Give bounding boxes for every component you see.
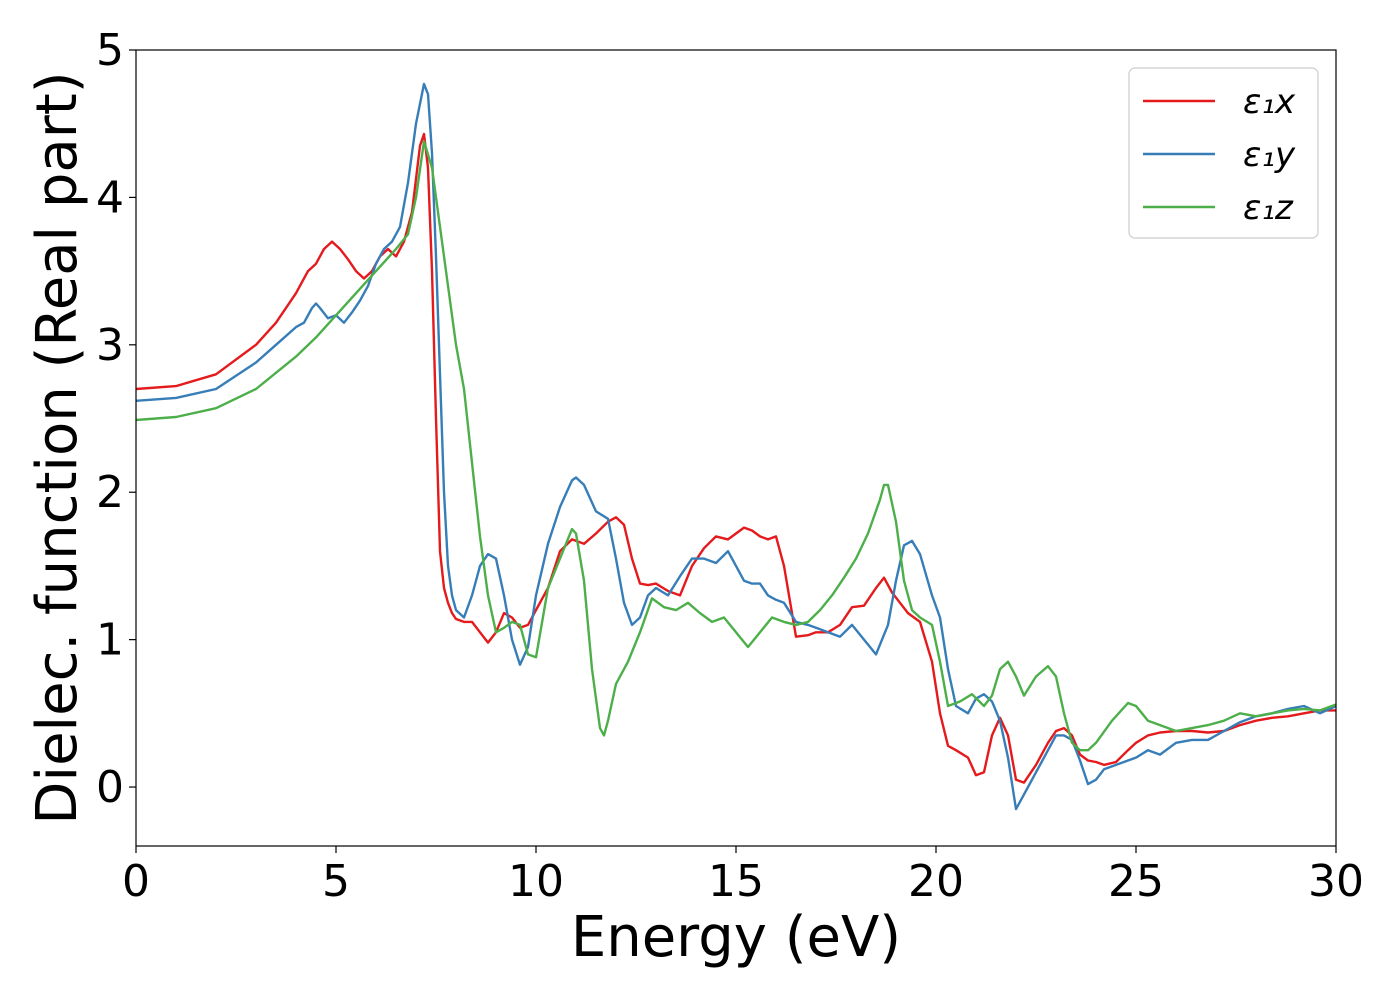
x-axis-title: Energy (eV) (571, 905, 901, 970)
x-tick-label: 20 (908, 856, 964, 907)
x-axis-ticks: 0 5 10 15 20 25 30 (122, 846, 1364, 907)
series-line-2 (136, 82, 1336, 811)
legend-label: ε₁z (1243, 188, 1294, 228)
y-axis-title: Dielec. function (Real part) (25, 71, 90, 824)
y-tick-label: 1 (96, 615, 124, 666)
y-tick-label: 5 (96, 25, 124, 76)
legend: ε₁x ε₁y ε₁z (1128, 67, 1319, 239)
x-tick-label: 10 (508, 856, 564, 907)
x-tick-label: 0 (122, 856, 150, 907)
y-tick-label: 0 (96, 762, 124, 813)
x-tick-label: 5 (322, 856, 350, 907)
legend-label: ε₁y (1243, 135, 1296, 175)
y-axis-ticks: 0 1 2 3 4 5 (96, 25, 136, 813)
x-tick-label: 15 (708, 856, 764, 907)
series-line-3 (136, 140, 1336, 752)
y-tick-label: 3 (96, 320, 124, 371)
x-tick-label: 30 (1308, 856, 1364, 907)
plot-lines (136, 82, 1336, 811)
x-tick-label: 25 (1108, 856, 1164, 907)
y-tick-label: 4 (96, 172, 124, 223)
y-tick-label: 2 (96, 467, 124, 518)
legend-label: ε₁x (1243, 82, 1296, 122)
legend-box (1128, 67, 1319, 239)
